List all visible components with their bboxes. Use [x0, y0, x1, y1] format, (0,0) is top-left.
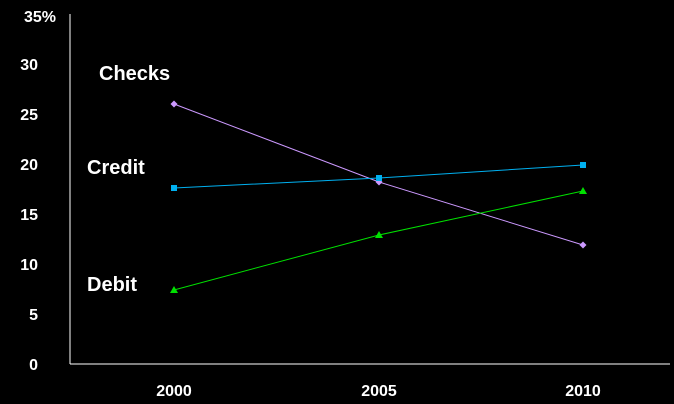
y-tick-label-35: 35%	[24, 9, 56, 26]
series-label-checks: Checks	[99, 63, 170, 85]
series-markers	[170, 100, 587, 293]
y-tick-label-25: 25	[20, 107, 38, 124]
y-tick-label-5: 5	[29, 307, 38, 324]
data-point-credit-2010	[580, 162, 586, 168]
series-label-debit: Debit	[87, 274, 137, 296]
series-label-credit: Credit	[87, 157, 145, 179]
data-point-checks-2000	[170, 100, 178, 108]
x-tick-label-2010: 2010	[565, 383, 601, 400]
y-tick-label-10: 10	[20, 257, 38, 274]
data-point-checks-2010	[579, 241, 587, 249]
data-point-debit-2010	[579, 187, 587, 194]
series-line-debit	[173, 190, 584, 291]
data-point-credit-2005	[376, 175, 382, 181]
x-tick-label-2000: 2000	[156, 383, 192, 400]
y-tick-label-30: 30	[20, 57, 38, 74]
data-point-credit-2000	[171, 185, 177, 191]
y-tick-label-20: 20	[20, 157, 38, 174]
data-point-debit-2000	[170, 286, 178, 293]
x-tick-label-2005: 2005	[361, 383, 397, 400]
y-tick-label-15: 15	[20, 207, 38, 224]
series-line-checks	[173, 103, 584, 246]
data-point-debit-2005	[375, 231, 383, 238]
y-tick-label-0: 0	[29, 357, 38, 374]
